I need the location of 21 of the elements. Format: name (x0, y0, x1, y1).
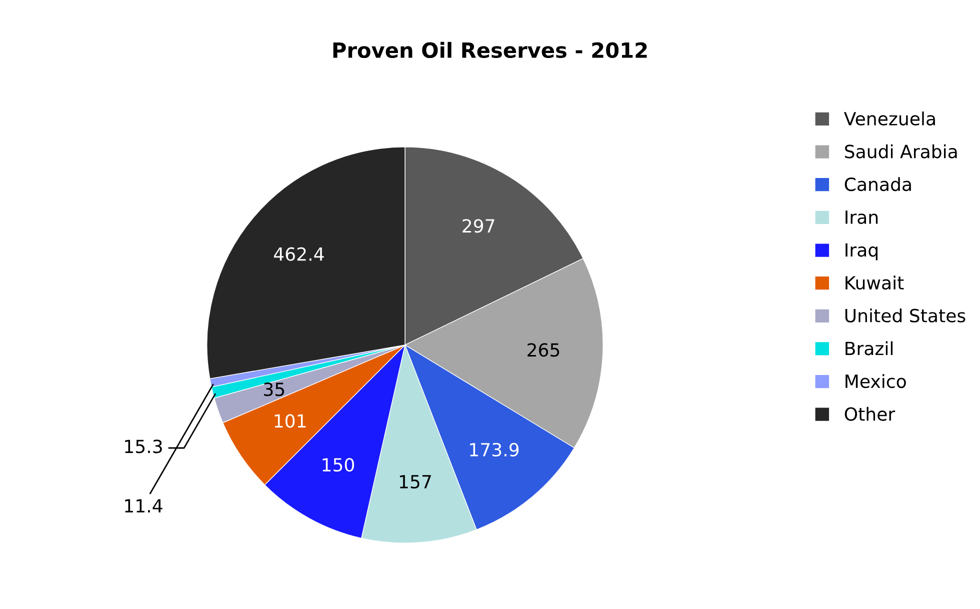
data-label: 265 (528, 343, 560, 357)
legend-label: Canada (844, 177, 911, 192)
data-label: 35 (264, 382, 284, 396)
data-label: 173.9 (470, 442, 519, 457)
data-label: 150 (322, 458, 354, 472)
legend-label: Iran (846, 210, 878, 224)
data-label: 101 (274, 414, 306, 428)
data-label: 157 (400, 475, 431, 489)
legend-label: Iraq (846, 243, 878, 260)
legend-label: Other (844, 406, 896, 421)
legend-label: Mexico (846, 374, 906, 388)
data-label: 11.4 (125, 499, 162, 512)
data-label: 15.3 (125, 440, 162, 454)
legend-label: Brazil (846, 341, 893, 356)
data-label: 297 (462, 219, 494, 233)
data-label: 462.4 (274, 247, 324, 261)
legend-label: Kuwait (846, 276, 904, 290)
chart-title: Proven Oil Reserves - 2012 (333, 42, 647, 58)
legend-label: Saudi Arabia (845, 144, 957, 158)
legend-label: Venezuela (844, 112, 935, 126)
legend-label: United States (845, 308, 966, 322)
